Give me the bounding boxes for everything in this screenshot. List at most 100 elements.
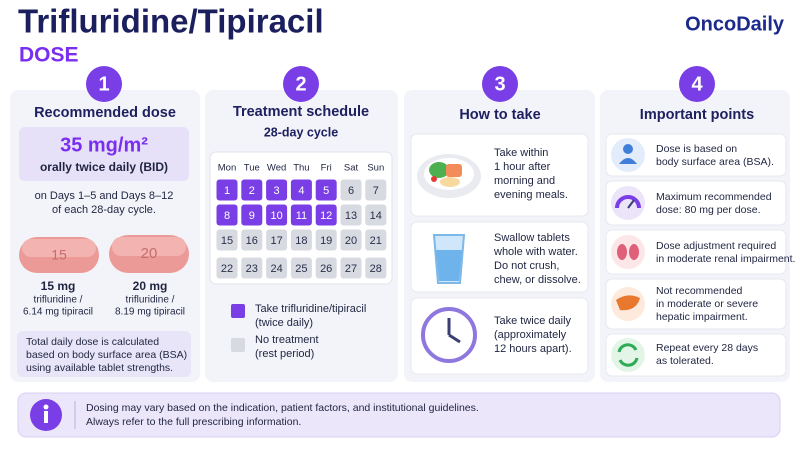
weekday: Fri	[321, 163, 332, 174]
weekday: Mon	[218, 163, 236, 174]
day-cell	[266, 179, 288, 201]
day-number: 3	[274, 185, 280, 197]
item-text: evening meals.	[494, 189, 568, 201]
legend-swatch	[231, 338, 245, 352]
day-cell	[266, 229, 288, 251]
legend-text: (rest period)	[255, 348, 314, 360]
day-cell	[216, 204, 238, 226]
section-title: Important points	[640, 107, 754, 123]
day-cell	[340, 204, 362, 226]
dose-frequency: orally twice daily (BID)	[40, 160, 168, 174]
day-cell	[365, 179, 387, 201]
day-cell	[290, 204, 312, 226]
tablet: 15	[19, 237, 99, 273]
item-text: Do not crush,	[494, 260, 559, 272]
day-number: 5	[323, 185, 329, 197]
point-boxes	[605, 133, 787, 377]
weekday: Sun	[367, 163, 384, 174]
tablet-imprint: 20	[141, 245, 158, 262]
meal-icon	[417, 154, 481, 198]
day-cell	[315, 257, 337, 279]
day-number: 18	[295, 235, 307, 247]
point-text: Dose adjustment required	[656, 240, 776, 252]
day-cell	[241, 229, 263, 251]
day-cell	[315, 204, 337, 226]
note: Total daily dose is calculated	[26, 336, 159, 348]
dose-box	[19, 127, 189, 181]
day-cell	[241, 204, 263, 226]
schedule-note: of each 28-day cycle.	[52, 204, 156, 216]
day-number: 25	[295, 263, 307, 275]
day-cell	[216, 179, 238, 201]
day-cell	[315, 179, 337, 201]
day-number: 21	[370, 235, 382, 247]
point-text: hepatic impairment.	[656, 311, 748, 323]
item-text: chew, or dissolve.	[494, 274, 581, 286]
day-number: 6	[348, 185, 354, 197]
day-number: 19	[320, 235, 332, 247]
point-text: as tolerated.	[656, 355, 714, 367]
point-text: body surface area (BSA).	[656, 156, 774, 168]
day-number: 13	[345, 210, 357, 222]
point-text: Dose is based on	[656, 143, 737, 155]
info-icon	[30, 399, 62, 431]
footer-box	[17, 392, 781, 438]
point-text: Repeat every 28 days	[656, 342, 758, 354]
day-number: 14	[370, 210, 382, 222]
day-cell	[216, 229, 238, 251]
day-number: 2	[249, 185, 255, 197]
step-badges: 1 2 3 4	[86, 66, 715, 102]
tablet: 20	[109, 235, 189, 273]
section-subtitle: 28-day cycle	[264, 125, 338, 139]
item-text: Take twice daily	[494, 315, 572, 327]
note: based on body surface area (BSA)	[26, 349, 187, 361]
tablet-strength: 20 mg	[133, 279, 168, 293]
day-cell	[290, 229, 312, 251]
item-text: 12 hours apart).	[494, 343, 572, 355]
step-number: 4	[691, 73, 703, 95]
day-cell	[340, 229, 362, 251]
weekday: Wed	[267, 163, 286, 174]
day-number: 12	[320, 210, 332, 222]
day-cell	[266, 204, 288, 226]
legend-swatch	[231, 304, 245, 318]
legend-text: (twice daily)	[255, 317, 313, 329]
day-number: 8	[224, 210, 230, 222]
day-number: 26	[320, 263, 332, 275]
day-cell	[216, 257, 238, 279]
day-cell	[340, 179, 362, 201]
item-text: (approximately	[494, 329, 567, 341]
tablet-imprint: 15	[51, 247, 67, 263]
section-title: Treatment schedule	[233, 104, 369, 120]
day-cell	[315, 229, 337, 251]
point-text: in moderate renal impairment.	[656, 253, 795, 265]
point-text: in moderate or severe	[656, 298, 758, 310]
point-text: Not recommended	[656, 285, 743, 297]
point-text: dose: 80 mg per dose.	[656, 204, 760, 216]
day-number: 22	[221, 263, 233, 275]
day-cell	[365, 257, 387, 279]
step-number: 2	[295, 73, 306, 95]
legend-text: No treatment	[255, 334, 319, 346]
day-cell	[266, 257, 288, 279]
footer-text: Dosing may vary based on the indication,…	[86, 402, 479, 414]
day-number: 1	[224, 185, 230, 197]
tablet-detail: trifluridine /	[126, 295, 175, 306]
step-number: 1	[98, 73, 109, 95]
note: using available tablet strengths.	[26, 362, 173, 374]
day-number: 20	[345, 235, 357, 247]
tablet-detail: trifluridine /	[34, 295, 83, 306]
day-number: 17	[270, 235, 282, 247]
day-number: 9	[249, 210, 255, 222]
day-number: 23	[246, 263, 258, 275]
item-text: morning and	[494, 175, 555, 187]
day-number: 24	[270, 263, 282, 275]
day-number: 4	[298, 185, 304, 197]
item-text: whole with water.	[493, 246, 578, 258]
note-box	[17, 331, 191, 377]
tablet-detail: 8.19 mg tipiracil	[115, 307, 185, 318]
subtitle: DOSE	[19, 44, 79, 67]
day-cell	[241, 179, 263, 201]
